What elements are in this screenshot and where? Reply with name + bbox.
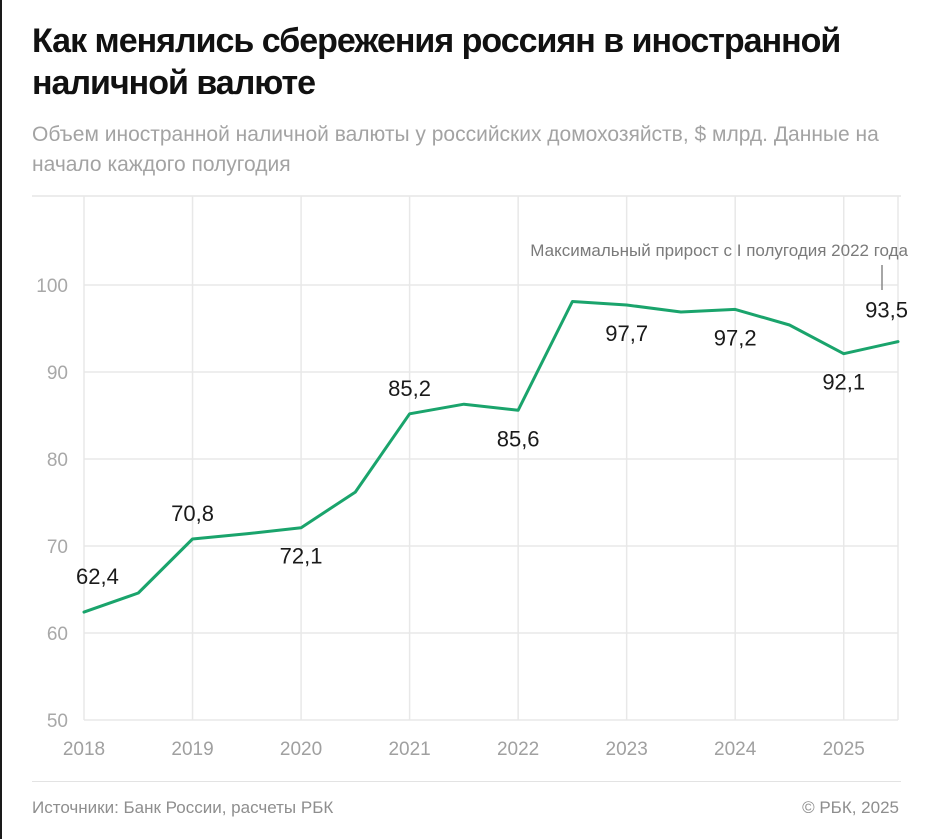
y-axis-ticks: 50 60 70 80 90 100	[36, 276, 68, 732]
x-axis-ticks: 2018 2019 2020 2021 2022 2023 2024 2025	[63, 739, 865, 760]
y-tick-label: 80	[47, 450, 68, 471]
frame-border	[0, 0, 2, 839]
series	[82, 300, 900, 614]
data-label: 97,2	[714, 325, 757, 350]
series-line	[82, 300, 900, 614]
data-label: 97,7	[605, 321, 648, 346]
y-tick-label: 100	[36, 276, 68, 297]
data-label: 93,5	[865, 298, 908, 323]
y-tick-label: 90	[47, 363, 68, 384]
chart-title: Как менялись сбережения россиян в иностр…	[32, 22, 841, 102]
x-tick-label: 2021	[388, 739, 430, 760]
x-tick-label: 2022	[497, 739, 539, 760]
annotation-text: Максимальный прирост с I полугодия 2022 …	[530, 241, 908, 260]
grid	[32, 195, 901, 721]
copyright: © РБК, 2025	[802, 798, 899, 817]
data-label: 85,6	[497, 426, 540, 451]
x-tick-label: 2025	[823, 739, 865, 760]
data-label: 70,8	[171, 501, 214, 526]
x-tick-label: 2018	[63, 739, 105, 760]
y-tick-label: 60	[47, 624, 68, 645]
annotation: Максимальный прирост с I полугодия 2022 …	[530, 241, 909, 290]
data-label: 72,1	[280, 544, 323, 569]
footer-divider	[32, 781, 901, 782]
x-tick-label: 2024	[714, 739, 757, 760]
data-labels: 62,4 70,8 72,1 85,2 85,6 97,7 97,2 92,1 93,5	[76, 298, 908, 590]
x-tick-label: 2020	[280, 739, 322, 760]
source-note: Источники: Банк России, расчеты РБК	[32, 798, 334, 817]
data-label: 92,1	[822, 370, 865, 395]
y-tick-label: 70	[47, 537, 68, 558]
chart-subtitle: Объем иностранной наличной валюты у росс…	[32, 123, 879, 176]
x-tick-label: 2023	[606, 739, 648, 760]
data-label: 85,2	[388, 376, 431, 401]
y-tick-label: 50	[47, 711, 68, 732]
x-tick-label: 2019	[171, 739, 213, 760]
data-label: 62,4	[76, 564, 119, 589]
